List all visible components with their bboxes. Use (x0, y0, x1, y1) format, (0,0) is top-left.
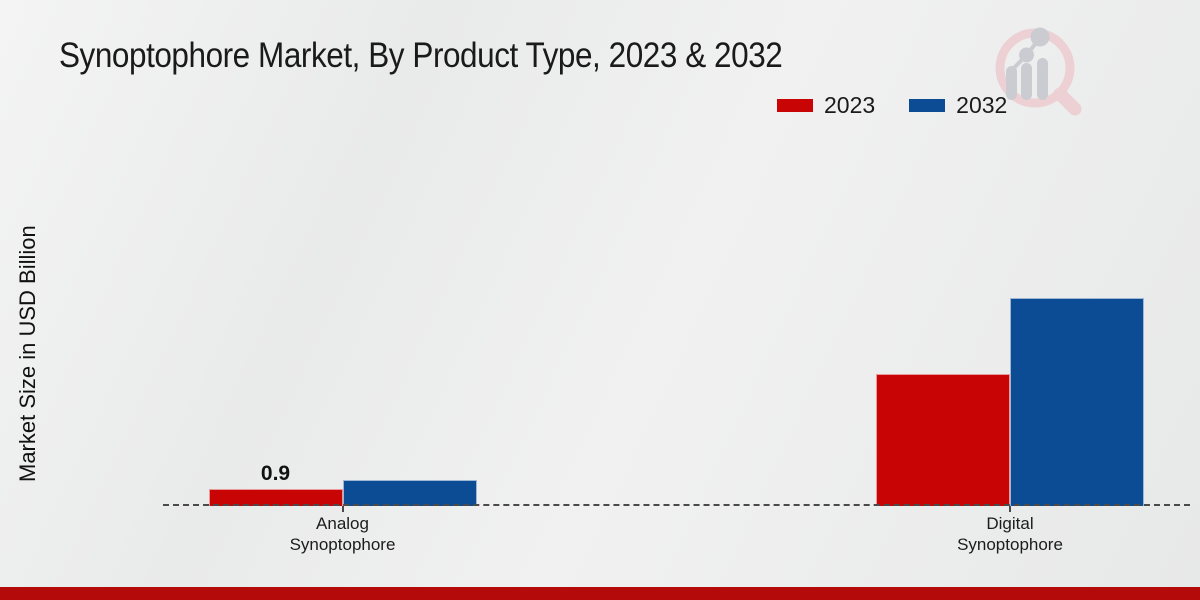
bottom-stripe (0, 587, 1200, 600)
category-label-digital-synoptophore: Digital Synoptophore (957, 514, 1063, 555)
chart-title: Synoptophore Market, By Product Type, 20… (59, 36, 783, 75)
legend-swatch-2023 (777, 99, 813, 112)
category-label-analog-synoptophore: Analog Synoptophore (289, 514, 396, 555)
axis-tick-analog-synoptophore (341, 506, 344, 512)
bar-2032-digital-synoptophore (1010, 298, 1144, 506)
axis-tick-digital-synoptophore (1009, 506, 1011, 512)
legend-item-2023: 2023 (777, 94, 875, 117)
legend: 2023 2032 (777, 94, 1007, 117)
legend-swatch-2032 (909, 99, 946, 112)
legend-item-2032: 2032 (909, 94, 1007, 117)
bar-2032-analog-synoptophore (342, 480, 477, 506)
bar-2023-digital-synoptophore (876, 374, 1010, 506)
x-axis-line (163, 504, 1190, 506)
bar-value-label: 0.9 (260, 462, 291, 485)
legend-label: 2032 (956, 92, 1008, 118)
bar-2023-analog-synoptophore (208, 489, 343, 506)
legend-label: 2023 (824, 92, 876, 118)
magnifier-chart-logo-icon (995, 27, 1082, 116)
